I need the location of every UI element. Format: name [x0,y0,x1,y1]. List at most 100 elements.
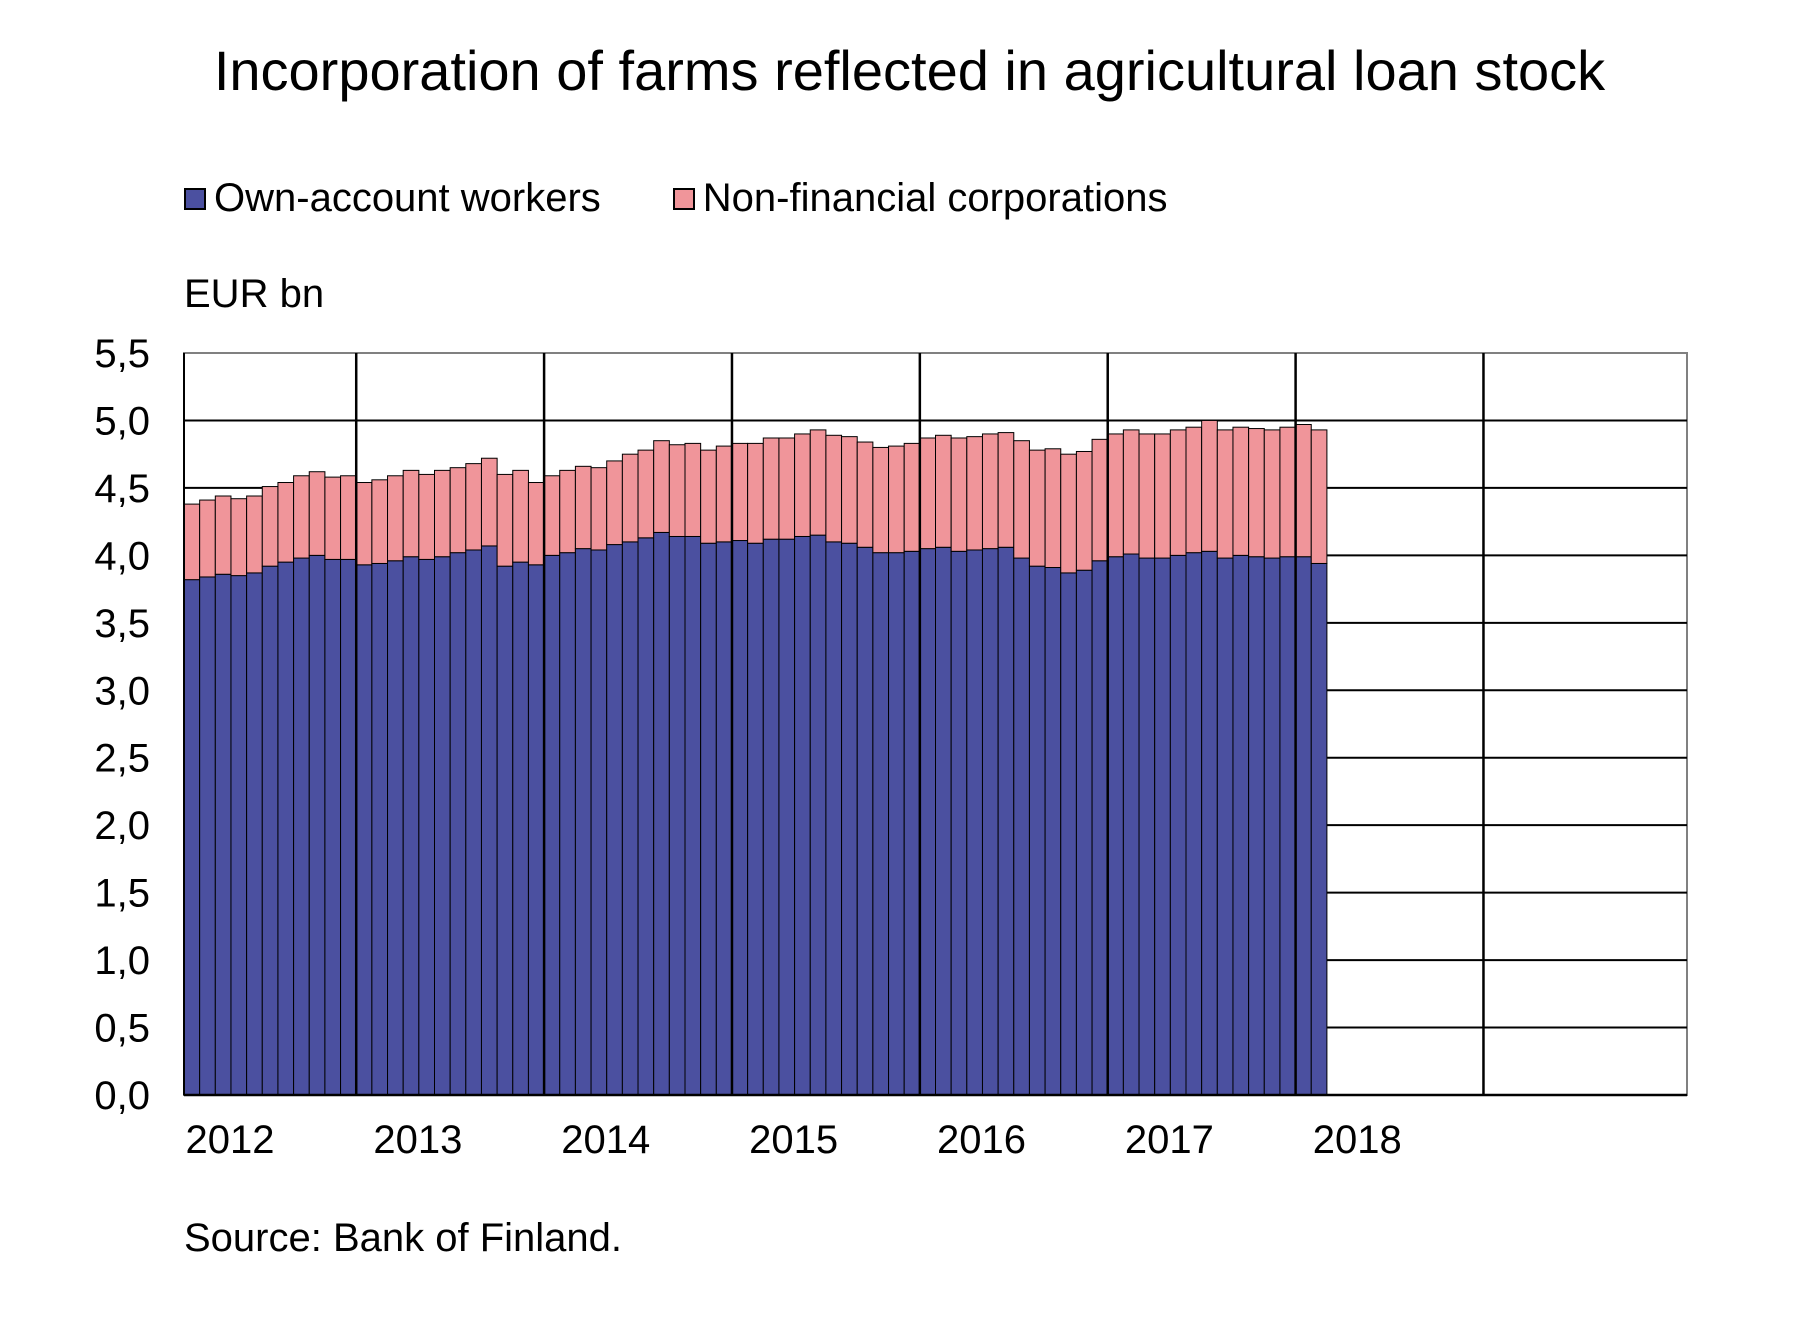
bar-non-financial-corporations [1279,426,1297,558]
bar-non-financial-corporations [1263,429,1281,559]
bar-own-account-workers [496,565,514,1096]
bar-non-financial-corporations [402,469,420,558]
bar-non-financial-corporations [387,475,404,562]
legend-item-own: Own-account workers [184,176,601,221]
bar-non-financial-corporations [700,449,717,544]
bar-own-account-workers [621,541,639,1096]
bar-own-account-workers [277,561,295,1096]
bar-own-account-workers [653,531,670,1096]
bar-non-financial-corporations [809,429,827,536]
bar-own-account-workers [1232,554,1250,1096]
bar-own-account-workers [527,564,545,1096]
bar-own-account-workers [747,542,764,1096]
bar-own-account-workers [637,537,655,1096]
bar-own-account-workers [355,564,373,1096]
legend: Own-account workers Non-financial corpor… [184,176,1239,221]
y-tick-label: 1,5 [94,872,150,916]
bar-non-financial-corporations [981,433,999,550]
bar-non-financial-corporations [1122,429,1140,555]
bar-non-financial-corporations [340,475,357,560]
bar-own-account-workers [903,550,921,1096]
bar-own-account-workers [340,558,357,1096]
bar-non-financial-corporations [637,449,655,539]
y-tick-label: 5,0 [94,399,150,443]
x-tick-label: 2017 [1125,1118,1214,1162]
bar-own-account-workers [888,552,905,1096]
bar-non-financial-corporations [1060,453,1077,574]
bar-non-financial-corporations [935,434,952,548]
bar-non-financial-corporations [1216,429,1234,559]
bar-own-account-workers [512,561,529,1096]
bar-non-financial-corporations [246,495,263,574]
bar-non-financial-corporations [621,453,639,543]
bar-non-financial-corporations [1154,433,1171,559]
bar-own-account-workers [480,545,498,1096]
bar-own-account-workers [1169,554,1187,1096]
bar-non-financial-corporations [919,437,936,550]
bar-non-financial-corporations [888,445,905,554]
y-axis-unit-label: EUR bn [184,272,325,316]
bar-own-account-workers [371,562,389,1096]
bar-non-financial-corporations [496,473,514,567]
bar-non-financial-corporations [950,437,968,552]
y-tick-label: 2,0 [94,804,150,848]
bar-non-financial-corporations [277,482,295,563]
y-tick-label: 0,5 [94,1007,150,1051]
bar-non-financial-corporations [1028,449,1046,567]
bar-non-financial-corporations [1248,428,1265,558]
bar-own-account-workers [1060,572,1077,1096]
bar-non-financial-corporations [308,471,326,556]
bar-non-financial-corporations [449,467,467,554]
bar-own-account-workers [1263,557,1281,1096]
bar-non-financial-corporations [1185,426,1203,554]
bar-non-financial-corporations [966,436,983,551]
bar-own-account-workers [700,542,717,1096]
bar-own-account-workers [574,548,592,1096]
y-tick-label: 2,5 [94,737,150,781]
bar-own-account-workers [1295,556,1312,1096]
x-tick-label: 2014 [561,1118,650,1162]
bar-own-account-workers [809,534,827,1096]
chart-title: Incorporation of farms reflected in agri… [213,39,1606,102]
bar-own-account-workers [308,554,326,1096]
bar-non-financial-corporations [261,486,279,567]
bar-non-financial-corporations [418,473,435,560]
bar-non-financial-corporations [1310,429,1328,564]
bar-own-account-workers [794,535,811,1096]
bar-non-financial-corporations [997,432,1015,548]
x-tick-label: 2018 [1313,1118,1402,1162]
bar-own-account-workers [966,549,983,1096]
bar-non-financial-corporations [747,442,764,544]
bar-non-financial-corporations [574,465,592,550]
bar-own-account-workers [981,548,999,1096]
source-note: Source: Bank of Finland. [184,1216,623,1260]
bar-own-account-workers [1185,552,1203,1096]
legend-item-nfc: Non-financial corporations [672,176,1167,221]
x-tick-label: 2015 [749,1118,838,1162]
bar-non-financial-corporations [559,469,576,554]
bar-own-account-workers [1248,556,1265,1096]
y-tick-label: 1,0 [94,939,150,983]
bar-non-financial-corporations [543,475,561,556]
y-tick-label: 0,0 [94,1074,150,1118]
bar-non-financial-corporations [841,436,858,544]
bar-own-account-workers [731,540,749,1096]
bar-own-account-workers [606,544,623,1096]
bar-own-account-workers [919,548,936,1096]
bar-own-account-workers [214,573,232,1096]
bar-own-account-workers [1138,557,1156,1096]
bar-own-account-workers [825,541,843,1096]
bar-own-account-workers [1154,557,1171,1096]
bar-own-account-workers [950,550,968,1096]
bar-own-account-workers [465,549,482,1096]
bar-non-financial-corporations [355,482,373,566]
bar-non-financial-corporations [324,476,342,560]
bar-non-financial-corporations [465,463,482,551]
bar-own-account-workers [434,556,451,1096]
bar-non-financial-corporations [1295,424,1312,558]
bar-own-account-workers [387,560,404,1096]
bar-non-financial-corporations [590,467,608,551]
x-tick-label: 2013 [373,1118,462,1162]
bar-non-financial-corporations [434,469,451,558]
